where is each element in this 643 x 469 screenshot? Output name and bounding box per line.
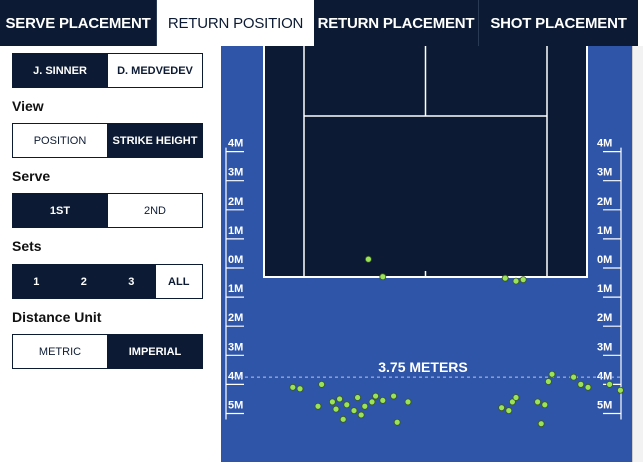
return-point-dot [379, 273, 387, 281]
meter-tick-label: 3M [597, 341, 612, 353]
return-point-dot [339, 415, 347, 423]
tab-bar: SERVE PLACEMENT RETURN POSITION RETURN P… [0, 0, 643, 46]
meter-tick-label: 1M [597, 283, 612, 295]
sets-label: Sets [12, 238, 42, 254]
return-point-dot [548, 370, 556, 378]
return-point-dot [332, 405, 340, 413]
return-point-dot [512, 394, 520, 401]
meter-tick-label: 0M [228, 254, 243, 266]
distance-unit-label: Distance Unit [12, 309, 102, 325]
return-point-dot [577, 380, 585, 388]
view-label: View [12, 98, 44, 114]
meter-tick-label: 3M [228, 341, 243, 353]
tab-serve-placement[interactable]: SERVE PLACEMENT [0, 0, 157, 46]
return-point-dot [296, 385, 304, 393]
court-view: 4M 3M 2M 1M 0M 1M 2M 3M 4M 5M 4M 3M 2M 1M 0M 1M 2M 3M 4M 5… [221, 46, 632, 462]
meter-tick-label: 2M [228, 312, 243, 324]
player-toggle: J. SINNER D. MEDVEDEV [12, 53, 203, 88]
return-point-dot [372, 392, 380, 400]
return-point-dot [343, 401, 351, 409]
return-points [289, 255, 624, 428]
average-distance-label: 3.75 METERS [378, 359, 467, 375]
return-point-dot [354, 394, 362, 401]
meter-tick-label: 4M [597, 138, 612, 150]
view-toggle: POSITION STRIKE HEIGHT [12, 123, 203, 158]
return-point-dot [616, 386, 624, 394]
return-point-dot [393, 418, 401, 426]
return-point-dot [314, 402, 322, 410]
return-point-dot [498, 404, 506, 412]
return-point-dot [390, 392, 398, 400]
meter-tick-label: 4M [228, 370, 243, 382]
return-point-dot [537, 420, 545, 428]
distance-unit-toggle: METRIC IMPERIAL [12, 334, 203, 369]
return-point-dot [357, 411, 365, 419]
serve-second-button[interactable]: 2ND [108, 194, 202, 227]
return-point-dot [519, 276, 527, 284]
set-2-button[interactable]: 2 [60, 265, 108, 298]
tab-bar-filler [638, 0, 643, 46]
return-point-dot [318, 380, 325, 388]
meter-tick-label: 1M [597, 225, 612, 237]
tab-shot-placement[interactable]: SHOT PLACEMENT [490, 14, 627, 32]
court-lines [263, 46, 588, 278]
unit-metric-button[interactable]: METRIC [13, 335, 108, 368]
return-point-dot [336, 395, 343, 403]
return-point-dot [541, 401, 549, 409]
court-diagram: 4M 3M 2M 1M 0M 1M 2M 3M 4M 5M 4M 3M 2M 1M 0M 1M 2M 3M 4M 5… [225, 46, 624, 428]
meter-tick-label: 2M [597, 312, 612, 324]
meter-tick-label: 4M [228, 138, 243, 150]
meter-tick-label: 2M [597, 196, 612, 208]
meter-tick-label: 4M [597, 370, 612, 382]
meter-tick-label: 3M [597, 167, 612, 179]
meter-tick-label: 5M [228, 400, 243, 412]
return-point-dot [505, 407, 513, 414]
return-point-dot [368, 398, 376, 406]
return-point-dot [329, 398, 336, 406]
player-sinner-button[interactable]: J. SINNER [13, 54, 108, 87]
sets-toggle: 1 2 3 ALL [12, 264, 203, 299]
meter-tick-label: 2M [228, 196, 243, 208]
return-point-dot [606, 380, 614, 388]
tab-return-placement[interactable]: RETURN PLACEMENT [314, 0, 479, 46]
filter-panel: J. SINNER D. MEDVEDEV View POSITION STRI… [0, 46, 220, 469]
return-point-dot [361, 402, 369, 410]
return-point-dot [404, 398, 412, 406]
return-point-dot [534, 398, 542, 406]
meter-tick-label: 1M [228, 283, 243, 295]
serve-label: Serve [12, 168, 51, 184]
set-all-button[interactable]: ALL [155, 265, 202, 298]
serve-first-button[interactable]: 1ST [13, 194, 108, 227]
scrollbar[interactable] [632, 46, 643, 462]
return-point-dot [544, 378, 552, 385]
return-point-dot [501, 274, 509, 282]
return-point-dot [570, 373, 578, 381]
return-point-dot [289, 383, 297, 391]
set-3-button[interactable]: 3 [108, 265, 156, 298]
unit-imperial-button[interactable]: IMPERIAL [108, 335, 202, 368]
return-point-dot [350, 407, 358, 414]
player-medvedev-button[interactable]: D. MEDVEDEV [108, 54, 202, 87]
view-strike-height-button[interactable]: STRIKE HEIGHT [108, 124, 202, 157]
set-1-button[interactable]: 1 [13, 265, 61, 298]
return-point-dot [512, 277, 520, 285]
meter-tick-label: 5M [597, 400, 612, 412]
return-point-dot [364, 255, 372, 263]
meter-tick-label: 3M [228, 167, 243, 179]
serve-toggle: 1ST 2ND [12, 193, 203, 228]
left-meter-scale: 4M 3M 2M 1M 0M 1M 2M 3M 4M 5M [225, 138, 244, 420]
meter-tick-label: 1M [228, 225, 243, 237]
meter-tick-label: 0M [597, 254, 612, 266]
tab-return-position[interactable]: RETURN POSITION [157, 0, 314, 46]
return-point-dot [584, 383, 592, 391]
return-point-dot [379, 397, 387, 404]
view-position-button[interactable]: POSITION [13, 124, 108, 157]
return-point-dot [508, 398, 516, 406]
